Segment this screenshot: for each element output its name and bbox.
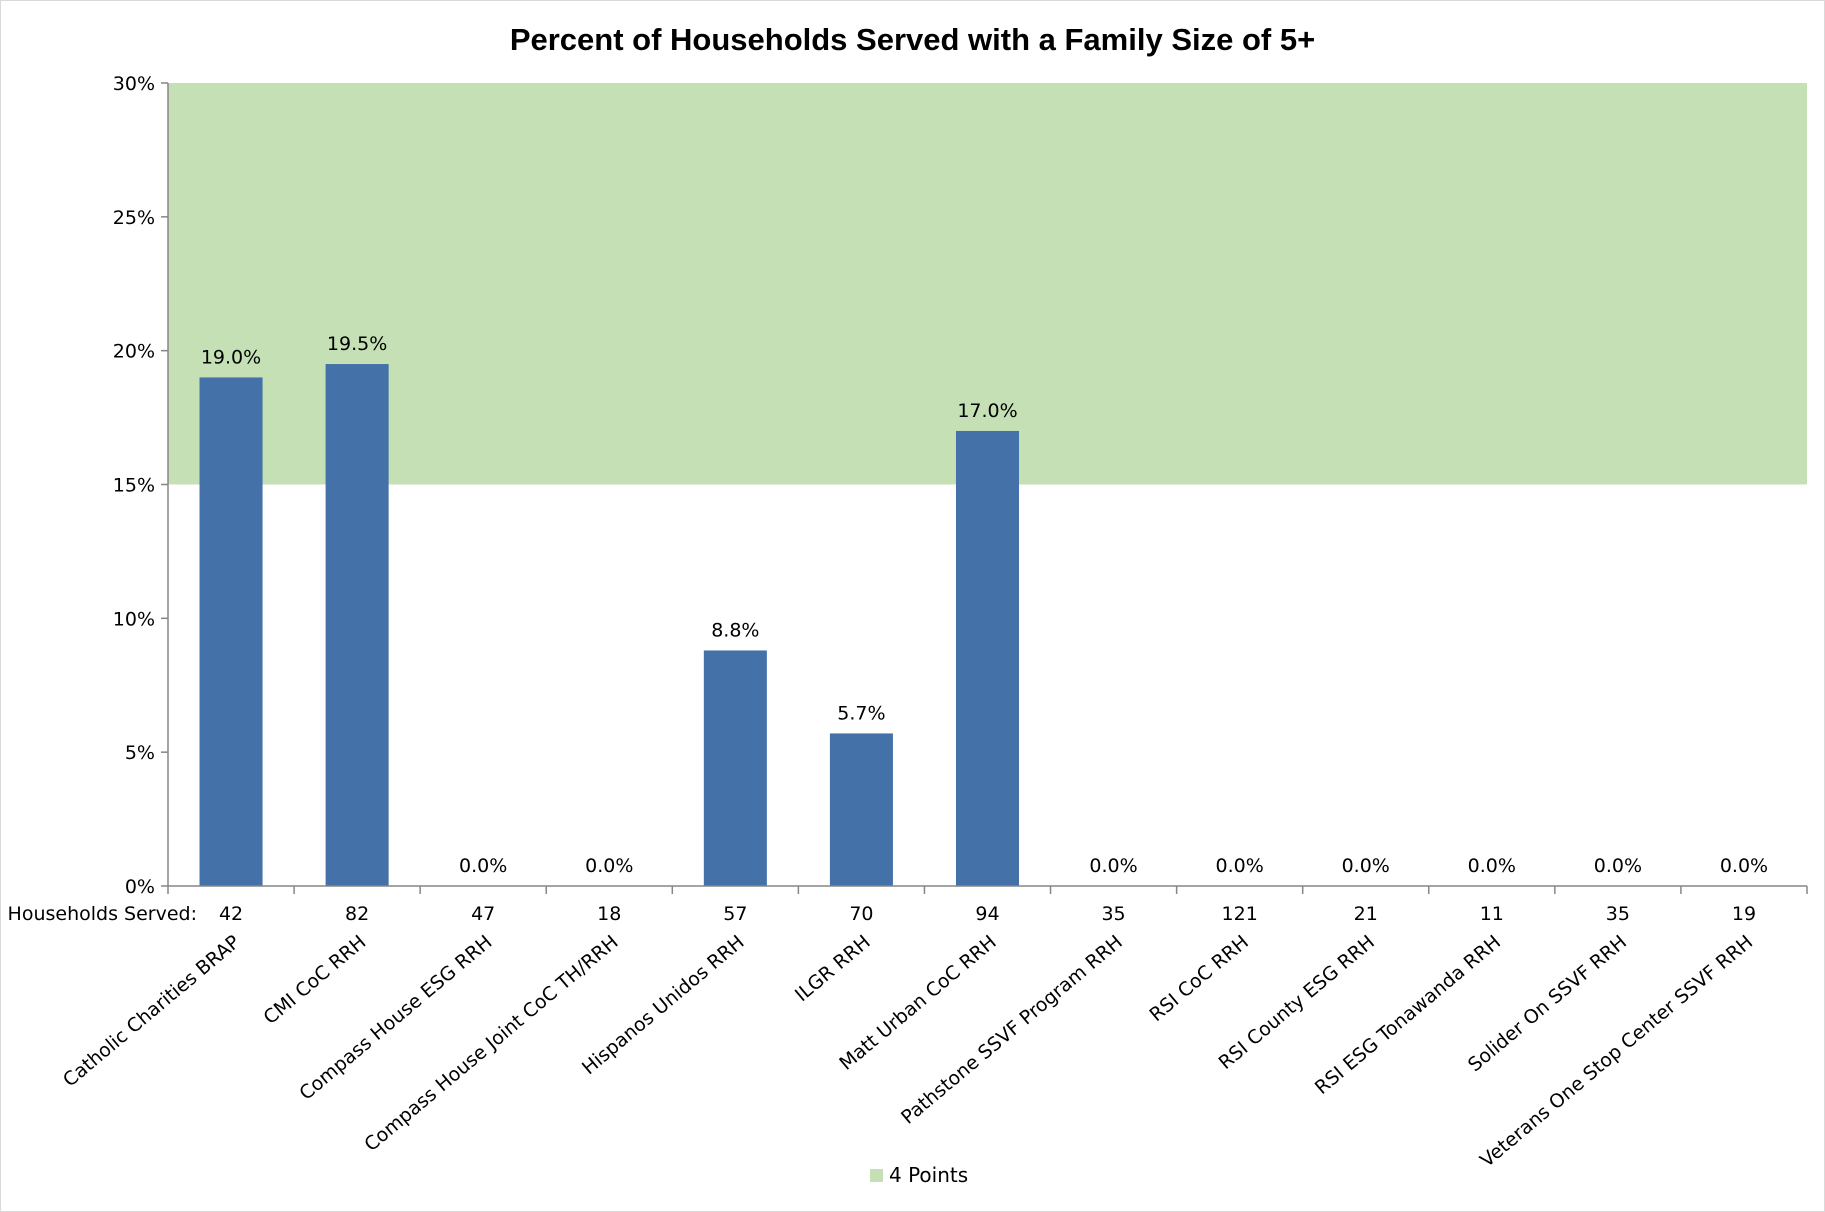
households-served-value: 47 <box>471 903 495 925</box>
bar <box>829 733 893 886</box>
households-served-label: Households Served: <box>8 903 197 925</box>
households-served-value: 35 <box>1101 903 1125 925</box>
data-label: 0.0% <box>1594 855 1642 877</box>
households-served-value: 42 <box>219 903 243 925</box>
bar <box>325 364 389 886</box>
data-label: 5.7% <box>837 702 885 724</box>
legend: 4 Points <box>870 1162 968 1188</box>
bar <box>955 430 1020 886</box>
households-served-value: 19 <box>1732 903 1756 925</box>
y-tick-label: 10% <box>113 608 155 630</box>
x-category-label: RSI CoC RRH <box>1145 931 1252 1026</box>
y-tick-label: 30% <box>113 73 155 95</box>
y-tick-label: 5% <box>125 742 155 764</box>
legend-label: 4 Points <box>889 1163 969 1187</box>
data-label: 0.0% <box>1089 855 1137 877</box>
data-label: 0.0% <box>585 855 633 877</box>
data-label: 19.0% <box>201 346 261 368</box>
x-category-label: Veterans One Stop Center SSVF RRH <box>1476 931 1757 1172</box>
bar <box>703 650 767 886</box>
data-label: 0.0% <box>1468 855 1516 877</box>
data-label: 19.5% <box>327 333 387 355</box>
households-served-value: 11 <box>1480 903 1504 925</box>
legend-swatch <box>870 1168 883 1182</box>
households-served-value: 70 <box>849 903 873 925</box>
households-served-value: 121 <box>1222 903 1258 925</box>
band-4-points <box>168 83 1807 485</box>
households-served-value: 18 <box>597 903 621 925</box>
data-label: 8.8% <box>711 619 759 641</box>
x-category-label: ILGR RRH <box>791 931 875 1006</box>
data-label: 0.0% <box>1720 855 1768 877</box>
bar <box>199 377 263 886</box>
x-category-label: Pathstone SSVF Program RRH <box>897 931 1127 1129</box>
data-label: 0.0% <box>1216 855 1264 877</box>
chart-title: Percent of Households Served with a Fami… <box>509 22 1316 57</box>
y-tick-label: 20% <box>113 341 155 363</box>
y-tick-label: 25% <box>113 207 155 229</box>
households-served-value: 57 <box>723 903 747 925</box>
x-category-label: Compass House Joint CoC TH/RRH <box>360 931 622 1156</box>
households-served-value: 21 <box>1354 903 1378 925</box>
y-tick-label: 15% <box>113 475 155 497</box>
data-label: 0.0% <box>1342 855 1390 877</box>
households-served-value: 35 <box>1606 903 1630 925</box>
x-category-label: Catholic Charities BRAP <box>59 931 244 1091</box>
data-label: 0.0% <box>459 855 507 877</box>
households-served-value: 82 <box>345 903 369 925</box>
data-label: 17.0% <box>957 400 1017 422</box>
households-served-value: 94 <box>975 903 999 925</box>
x-category-label: CMI CoC RRH <box>260 931 371 1029</box>
y-tick-label: 0% <box>125 876 155 898</box>
